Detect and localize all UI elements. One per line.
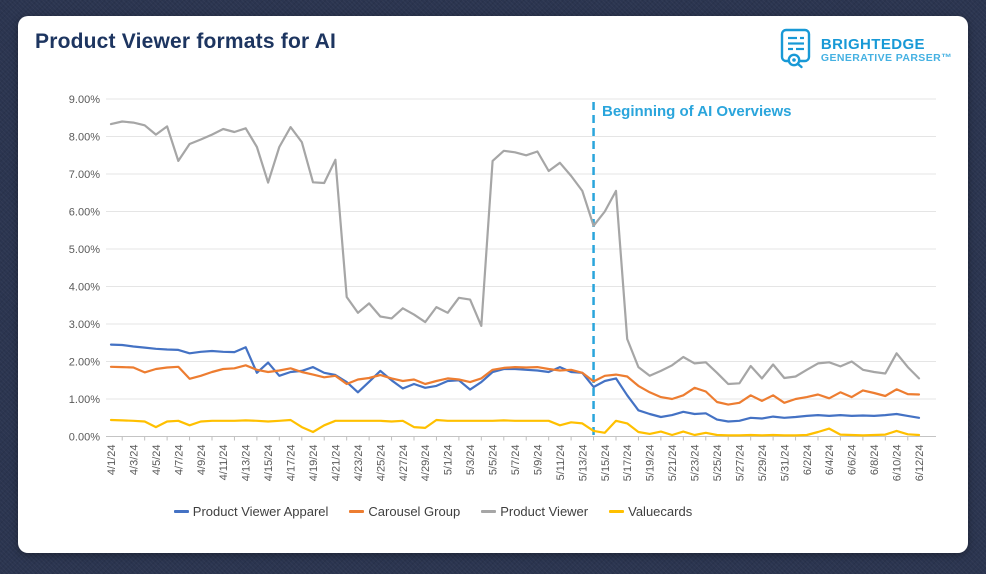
legend-label-carousel-group: Carousel Group [368,504,461,519]
legend-label-valuecards: Valuecards [628,504,693,519]
x-axis-tick-label: 4/11/24 [218,445,230,481]
x-axis-tick-label: 5/5/24 [488,445,500,476]
x-axis-tick-label: 6/12/24 [914,445,926,482]
x-axis-tick-label: 5/13/24 [577,445,589,482]
legend-label-product-viewer: Product Viewer [500,504,589,519]
x-axis-tick-label: 5/31/24 [779,445,791,482]
page-title: Product Viewer formats for AI [35,30,337,53]
legend-swatch-product-viewer-apparel [173,510,189,513]
series-line-product-viewer [109,120,921,386]
legend-item-valuecards: Valuecards [609,504,692,519]
x-axis-tick-label: 4/7/24 [173,445,185,476]
x-axis-tick-label: 5/21/24 [667,445,679,482]
x-axis-tick-label: 4/9/24 [196,445,208,476]
x-axis-tick-label: 5/25/24 [712,445,724,482]
y-axis-tick-label: 0.00% [69,432,100,444]
legend-swatch-valuecards [609,510,625,513]
x-axis-tick-label: 5/1/24 [443,445,455,476]
x-axis-tick-label: 4/19/24 [308,445,320,482]
y-axis-tick-label: 6.00% [69,207,100,219]
y-axis-tick-label: 3.00% [69,319,100,331]
x-axis-tick-label: 4/23/24 [353,445,365,482]
x-axis-tick-label: 4/15/24 [263,445,275,482]
x-axis-tick-label: 4/13/24 [241,445,253,482]
document-magnifier-icon [778,27,814,74]
x-axis-tick-label: 5/15/24 [600,445,612,482]
y-axis-tick-label: 4.00% [69,282,100,294]
x-axis-tick-label: 4/27/24 [398,445,410,482]
x-axis-tick-label: 5/17/24 [622,445,634,482]
series-line-valuecards [109,418,921,437]
x-axis-tick-label: 4/17/24 [286,445,298,482]
x-axis-tick-label: 4/5/24 [151,445,163,476]
x-axis-tick-label: 5/7/24 [510,445,522,476]
y-axis-tick-label: 7.00% [69,169,100,181]
x-axis-tick-label: 5/11/24 [555,445,567,481]
x-axis-tick-label: 5/23/24 [690,445,702,482]
y-axis-tick-label: 5.00% [69,244,100,256]
y-axis-tick-label: 9.00% [69,94,100,106]
legend-swatch-carousel-group [349,510,365,513]
x-axis-tick-label: 5/29/24 [757,445,769,482]
y-axis-tick-label: 2.00% [69,357,100,369]
x-axis-tick-label: 6/6/24 [847,445,859,476]
x-axis-tick-label: 4/3/24 [128,445,140,476]
x-axis-tick-label: 4/29/24 [420,445,432,482]
logo-brand-text: BRIGHTEDGE [820,36,925,54]
x-axis-tick-label: 5/3/24 [465,445,477,476]
chart-legend: Product Viewer Apparel Carousel Group Prod… [18,504,848,519]
legend-label-product-viewer-apparel: Product Viewer Apparel [192,504,329,519]
x-axis-tick-label: 6/4/24 [824,445,836,476]
x-axis-tick-label: 6/2/24 [802,445,814,476]
x-axis-tick-label: 6/10/24 [892,445,904,482]
y-axis-tick-label: 1.00% [69,394,100,406]
x-axis-tick-label: 6/8/24 [869,445,881,476]
series-line-product-viewer-apparel [109,343,921,423]
report-card: Product Viewer formats for AI BRIGHTEDGE… [18,16,968,553]
x-axis-tick-label: 5/27/24 [734,445,746,482]
x-axis-tick-label: 4/25/24 [375,445,387,482]
legend-item-product-viewer-apparel: Product Viewer Apparel [173,504,329,519]
legend-item-carousel-group: Carousel Group [349,504,460,519]
y-axis-tick-label: 8.00% [69,132,100,144]
legend-swatch-product-viewer [481,510,497,513]
line-chart: 0.00% 1.00% 2.00% 3.00% 4.00% 5.00% 6.00% 7.00%… [69,94,936,482]
logo-product-text: GENERATIVE PARSER™ [820,51,952,64]
legend-item-product-viewer: Product Viewer [481,504,588,519]
x-axis-tick-label: 4/1/24 [106,445,118,476]
series-line-carousel-group [109,364,921,406]
x-axis-tick-label: 5/19/24 [645,445,657,482]
ai-overviews-annotation: Beginning of AI Overviews [602,103,792,120]
brightedge-logo: BRIGHTEDGE GENERATIVE PARSER™ [778,27,952,74]
x-axis-tick-label: 5/9/24 [532,445,544,476]
x-axis-tick-label: 4/21/24 [330,445,342,482]
